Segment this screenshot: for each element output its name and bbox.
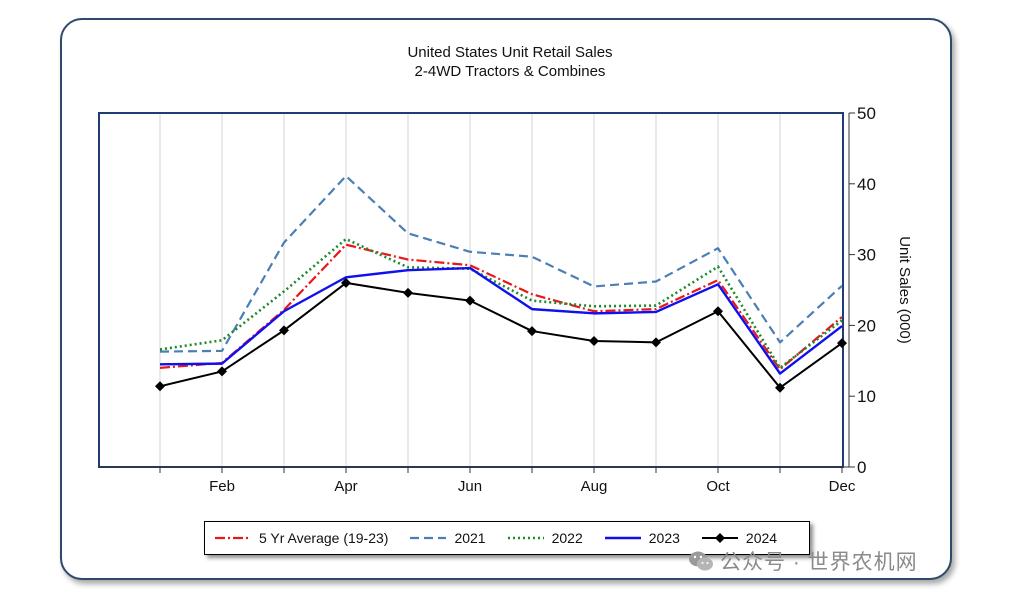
chart-legend: 5 Yr Average (19-23) 2021 2022 2023 2024 [204, 521, 810, 555]
legend-item: 2021 [410, 530, 486, 546]
chart-title: United States Unit Retail Sales [407, 44, 613, 61]
legend-swatch [604, 536, 641, 540]
data-point [589, 335, 599, 346]
data-point [403, 287, 413, 298]
data-point [713, 306, 723, 317]
chart-subtitle: 2-4WD Tractors & Combines [414, 63, 606, 80]
legend-label: 2021 [454, 530, 486, 546]
x-tick-label: Dec [829, 478, 856, 495]
y-tick-label: 40 [857, 175, 876, 194]
data-point [837, 338, 847, 349]
legend-item: 2023 [604, 530, 680, 546]
x-tick-label: Oct [706, 478, 730, 495]
legend-label: 2022 [551, 530, 583, 546]
data-point [527, 326, 537, 337]
y-tick-label: 10 [857, 387, 876, 406]
legend-label: 5 Yr Average (19-23) [259, 530, 389, 546]
legend-swatch [215, 536, 251, 540]
legend-item: 2022 [507, 530, 583, 546]
watermark-text: 公众号 · 世界农机网 [720, 551, 918, 574]
y-tick-label: 30 [857, 246, 876, 265]
x-tick-label: Jun [458, 478, 482, 495]
wechat-icon [689, 551, 713, 571]
legend-swatch [507, 536, 544, 540]
data-point [279, 325, 289, 336]
y-tick-label: 0 [857, 458, 866, 477]
y-tick-label: 50 [857, 104, 876, 123]
legend-swatch [410, 536, 447, 540]
data-point [775, 382, 785, 393]
series-line-2024 [159, 281, 843, 389]
legend-item: 2024 [701, 530, 778, 546]
legend-item: 5 Yr Average (19-23) [215, 530, 388, 546]
x-tick-label: Aug [581, 478, 608, 495]
series-line-2023 [159, 266, 843, 375]
data-point [465, 295, 475, 306]
data-point [217, 366, 227, 377]
y-axis-title: Unit Sales (000) [896, 236, 913, 344]
x-tick-label: Feb [209, 478, 235, 495]
y-tick-label: 20 [857, 316, 876, 335]
legend-label: 2024 [745, 530, 778, 546]
watermark: 公众号 · 世界农机网 [688, 546, 918, 576]
plot-area [99, 113, 843, 467]
data-point [651, 337, 661, 348]
legend-swatch [701, 533, 738, 543]
x-tick-label: Apr [334, 478, 357, 495]
data-point [341, 277, 351, 288]
legend-label: 2023 [648, 530, 680, 546]
data-point [155, 381, 165, 392]
